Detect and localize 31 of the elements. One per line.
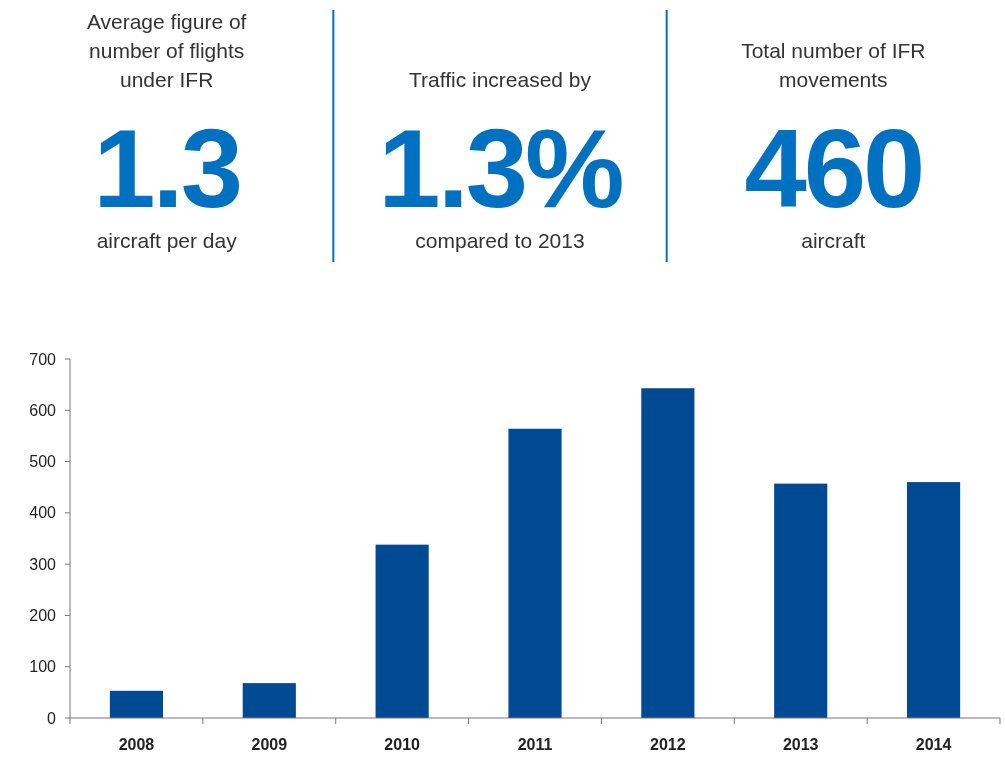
x-tick-label: 2009: [251, 736, 288, 753]
text: 460: [744, 106, 923, 231]
text: 1.3%: [378, 106, 623, 231]
text: aircraft per day: [96, 229, 238, 252]
y-tick-label: 100: [29, 658, 57, 676]
y-tick-label: 0: [47, 709, 57, 727]
y-tick-label: 200: [29, 607, 57, 625]
x-tick-label: 2011: [517, 736, 553, 753]
bar: [242, 683, 296, 718]
text: 1.3: [93, 106, 241, 231]
text: Average figure of number of flights under IFR: [86, 10, 247, 91]
x-tick-label: 2008: [118, 736, 155, 753]
text: aircraft: [801, 229, 866, 252]
bar: [774, 483, 828, 718]
y-tick-label: 700: [29, 350, 57, 368]
y-tick-label: 600: [29, 401, 57, 419]
bar: [109, 690, 163, 718]
y-tick-label: 300: [29, 555, 57, 573]
bar: [375, 544, 429, 718]
text: Traffic increased by: [408, 68, 592, 91]
bar: [907, 482, 961, 718]
y-tick-label: 500: [29, 453, 57, 471]
x-tick-label: 2014: [915, 736, 952, 753]
y-tick-label: 400: [29, 504, 57, 522]
x-tick-label: 2012: [650, 736, 686, 753]
text: compared to 2013: [415, 229, 585, 252]
bar: [508, 428, 562, 718]
text: Total number of IFR movements: [741, 39, 926, 91]
x-tick-label: 2010: [384, 736, 421, 753]
x-tick-label: 2013: [782, 736, 819, 753]
bar: [641, 388, 695, 718]
